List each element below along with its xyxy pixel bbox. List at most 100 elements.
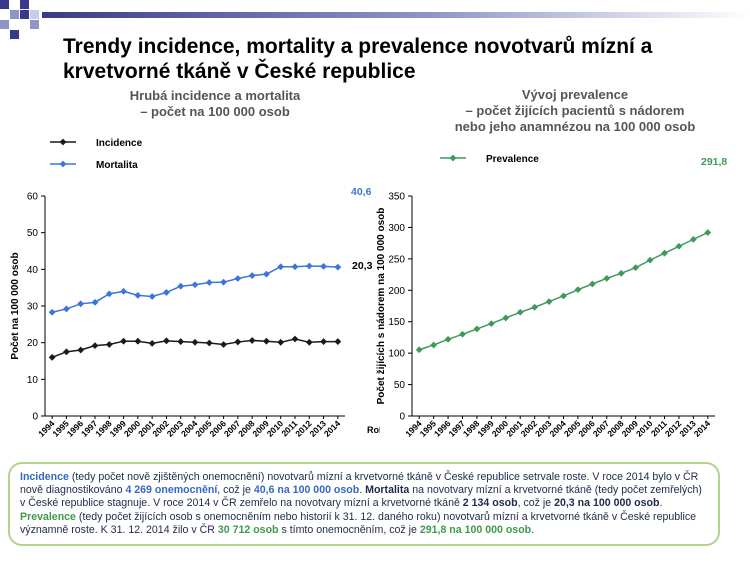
data-point bbox=[291, 263, 299, 271]
x-tick-label: 2014 bbox=[322, 418, 343, 439]
caption-deaths: 2 134 osob bbox=[462, 497, 518, 510]
left-subtitle-line: – počet na 100 000 osob bbox=[140, 104, 290, 119]
data-point bbox=[120, 337, 127, 345]
data-point bbox=[661, 249, 668, 257]
caption-text: . bbox=[359, 484, 366, 497]
caption-prevalence-rate: 291,8 na 100 000 osob bbox=[419, 523, 532, 536]
data-point bbox=[148, 293, 156, 300]
data-point bbox=[487, 320, 495, 327]
summary-caption: Incidence (tedy počet nově zjištěných on… bbox=[8, 462, 720, 546]
data-point bbox=[263, 270, 270, 278]
data-point bbox=[191, 281, 199, 289]
data-point bbox=[473, 325, 481, 333]
legend-label: Prevalence bbox=[486, 154, 539, 165]
data-point bbox=[134, 291, 142, 299]
data-label: 20,3 bbox=[352, 260, 373, 272]
x-tick-label: 2014 bbox=[692, 418, 713, 439]
data-point bbox=[234, 275, 242, 282]
legend-marker bbox=[449, 154, 457, 162]
data-point bbox=[459, 330, 466, 338]
data-point bbox=[320, 338, 327, 345]
data-point bbox=[105, 341, 113, 348]
data-point bbox=[277, 263, 285, 271]
data-point bbox=[444, 335, 452, 343]
y-tick-label: 150 bbox=[388, 317, 405, 328]
data-point bbox=[646, 256, 654, 264]
data-point bbox=[220, 278, 227, 286]
x-axis-label: Rok bbox=[367, 425, 380, 435]
data-point bbox=[675, 242, 683, 250]
data-point bbox=[334, 338, 342, 345]
data-point bbox=[120, 287, 127, 295]
y-axis-label: Počet na 100 000 osob bbox=[10, 252, 21, 359]
legend-marker bbox=[59, 160, 67, 168]
caption-text: s tímto onemocněním, což je bbox=[278, 523, 420, 536]
data-point bbox=[105, 290, 113, 298]
data-point bbox=[617, 269, 625, 277]
right-subtitle-line: Vývoj prevalence bbox=[521, 87, 629, 102]
data-point bbox=[689, 235, 697, 243]
data-point bbox=[704, 229, 712, 236]
data-point bbox=[177, 338, 185, 345]
data-point bbox=[148, 340, 156, 347]
data-point bbox=[205, 279, 213, 286]
data-label: 40,6 bbox=[351, 186, 372, 198]
y-tick-label: 20 bbox=[27, 338, 39, 349]
legend-marker bbox=[59, 138, 67, 146]
data-point bbox=[177, 282, 185, 290]
data-point bbox=[234, 338, 242, 346]
data-point bbox=[574, 286, 582, 294]
data-point bbox=[163, 289, 170, 296]
data-point bbox=[91, 298, 99, 306]
caption-text: . bbox=[659, 497, 663, 510]
caption-prevalence-term: Prevalence bbox=[20, 510, 76, 523]
y-tick-label: 350 bbox=[388, 192, 405, 203]
data-point bbox=[163, 337, 170, 345]
data-point bbox=[48, 308, 56, 316]
data-point bbox=[291, 335, 299, 343]
data-point bbox=[588, 280, 596, 288]
data-label: 291,8 bbox=[701, 156, 727, 168]
left-subtitle-line: Hrubá incidence a mortalita bbox=[129, 88, 301, 103]
data-point bbox=[545, 298, 553, 305]
data-point bbox=[77, 346, 85, 354]
y-tick-label: 0 bbox=[399, 412, 405, 423]
data-point bbox=[334, 263, 342, 271]
right-subtitle-line: nebo jeho anamnézou na 100 000 osob bbox=[454, 119, 696, 134]
y-tick-label: 300 bbox=[388, 223, 405, 234]
data-point bbox=[502, 314, 510, 322]
caption-mortality-rate: 20,3 na 100 000 osob bbox=[554, 497, 660, 510]
prevalence-chart: 0501001502002503003501994199519961997199… bbox=[376, 154, 727, 439]
y-tick-label: 40 bbox=[27, 265, 39, 276]
data-point bbox=[220, 341, 227, 348]
y-tick-label: 100 bbox=[388, 349, 405, 360]
legend-label: Mortalita bbox=[96, 160, 138, 171]
caption-text: . bbox=[531, 523, 535, 536]
caption-text: na novotvary mízní a krvetvorné tkáně (t… bbox=[20, 484, 702, 510]
left-chart-subtitle: Hrubá incidence a mortalita – počet na 1… bbox=[95, 88, 335, 120]
caption-prevalent-count: 30 712 osob bbox=[217, 523, 279, 536]
data-point bbox=[632, 264, 640, 272]
data-point bbox=[63, 305, 70, 313]
data-point bbox=[415, 346, 423, 354]
right-subtitle-line: – počet žijících pacientů s nádorem bbox=[465, 103, 685, 118]
data-point bbox=[205, 339, 213, 347]
data-point bbox=[277, 338, 285, 346]
y-tick-label: 0 bbox=[32, 412, 38, 423]
caption-incidence-term: Incidence bbox=[20, 471, 69, 483]
data-point bbox=[516, 308, 524, 316]
caption-mortality-term: Mortalita bbox=[365, 484, 410, 497]
data-point bbox=[430, 341, 438, 349]
caption-text: (tedy počet nově zjištěných onemocnění) … bbox=[20, 471, 699, 497]
incidence-mortality-chart: 0102030405060199419951996199719981999200… bbox=[10, 138, 380, 439]
caption-text: , což je bbox=[517, 497, 555, 510]
right-chart-subtitle: Vývoj prevalence – počet žijících pacien… bbox=[405, 87, 745, 135]
data-point bbox=[134, 337, 142, 345]
y-tick-label: 60 bbox=[27, 192, 39, 203]
y-tick-label: 200 bbox=[388, 286, 405, 297]
data-point bbox=[91, 342, 99, 349]
data-point bbox=[77, 300, 85, 308]
data-point bbox=[305, 338, 313, 346]
data-point bbox=[603, 274, 611, 282]
data-point bbox=[320, 263, 327, 270]
